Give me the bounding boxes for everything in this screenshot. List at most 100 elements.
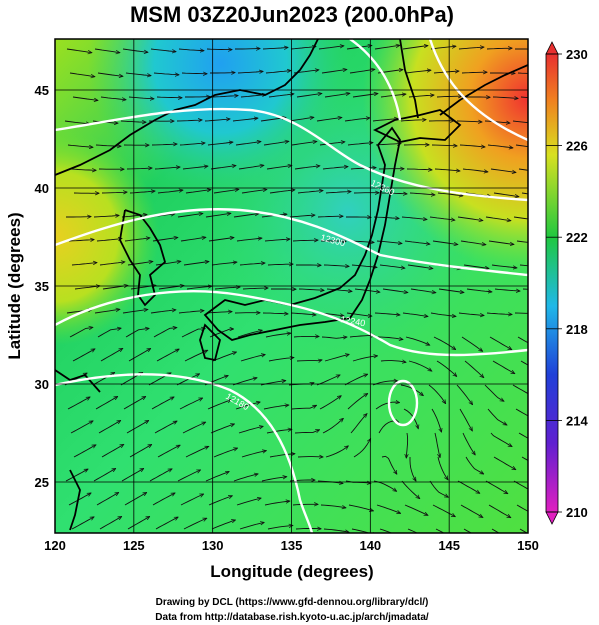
streamline (150, 48, 176, 52)
streamline (374, 45, 400, 50)
streamline (350, 414, 367, 434)
streamline (406, 169, 432, 170)
streamline (513, 216, 528, 220)
streamline (400, 120, 426, 121)
x-axis-ticks: 120 125 130 135 140 145 150 (44, 538, 539, 553)
colorbar: 210 214 218 222 226 230 (545, 41, 588, 525)
streamline (326, 288, 352, 291)
streamline (485, 216, 511, 221)
streamline (180, 237, 206, 242)
colorbar-tick-label: 226 (566, 139, 588, 154)
streamline (204, 119, 230, 122)
streamline (67, 397, 90, 410)
streamline (263, 141, 289, 146)
streamline (405, 70, 431, 74)
streamline (233, 214, 259, 218)
streamline (429, 216, 455, 220)
streamline (407, 528, 419, 533)
streamline (462, 432, 475, 455)
streamline (266, 165, 292, 170)
streamline (322, 418, 343, 434)
streamline (318, 46, 344, 50)
streamline (68, 240, 94, 242)
streamline (92, 372, 115, 386)
streamline (72, 349, 95, 362)
streamline (324, 354, 349, 362)
streamline (96, 239, 122, 242)
streamline (410, 288, 436, 293)
x-tick-label: 140 (359, 538, 381, 553)
streamline (69, 72, 95, 77)
credit-data: Data from http://database.rish.kyoto-u.a… (155, 612, 429, 623)
streamline (127, 516, 150, 530)
streamline (292, 240, 318, 241)
y-tick-label: 40 (35, 181, 49, 196)
streamline (70, 169, 96, 170)
streamline (462, 168, 488, 172)
streamline (179, 397, 203, 410)
streamline (382, 288, 408, 293)
credit-drawing: Drawing by DCL (https://www.gfd-dennou.o… (156, 597, 429, 608)
y-tick-label: 30 (35, 377, 49, 392)
streamline (205, 472, 229, 482)
streamline (176, 120, 202, 121)
streamline (374, 313, 400, 315)
streamline (267, 525, 293, 530)
streamline (235, 142, 261, 146)
streamline (177, 469, 201, 482)
streamline (353, 439, 371, 458)
streamline (428, 384, 446, 404)
streamline (185, 446, 209, 458)
contour-label-12240: 12240 (340, 314, 366, 328)
colorbar-tick-label: 230 (566, 47, 588, 62)
colorbar-tick-label: 214 (566, 413, 588, 428)
streamline (262, 47, 288, 49)
streamline (291, 404, 317, 410)
streamline (236, 238, 262, 242)
streamline (205, 213, 231, 218)
streamline (294, 430, 320, 434)
streamline (460, 240, 486, 245)
streamline (176, 373, 200, 386)
streamline (319, 142, 345, 146)
streamline (268, 94, 294, 98)
streamline (518, 432, 528, 439)
streamline (124, 492, 147, 506)
streamline (291, 141, 317, 146)
streamline (64, 120, 90, 124)
streamline (212, 96, 238, 98)
streamline (212, 352, 237, 362)
x-tick-label: 135 (281, 538, 303, 553)
streamline (236, 498, 261, 506)
streamline (381, 193, 407, 194)
contour-12300 (55, 208, 528, 277)
streamline (265, 71, 291, 74)
streamline (122, 309, 148, 314)
streamline (438, 288, 464, 293)
streamline (466, 288, 492, 292)
streamline (406, 432, 407, 458)
x-tick-label: 125 (123, 538, 145, 553)
streamline (456, 384, 473, 405)
streamline (430, 46, 456, 50)
streamline (520, 96, 528, 99)
streamline (151, 144, 177, 145)
streamline (491, 528, 500, 533)
contour-low-center (387, 379, 419, 427)
streamline (180, 493, 204, 506)
streamline (324, 93, 350, 98)
streamline (242, 288, 268, 289)
streamline (155, 261, 181, 266)
streamline (177, 213, 203, 218)
streamline (458, 312, 484, 316)
streamline (69, 327, 93, 338)
streamline (490, 432, 512, 447)
streamline (485, 480, 508, 494)
streamline (409, 457, 416, 481)
colorbar-bottom-arrow (545, 511, 559, 525)
streamline (492, 97, 518, 99)
streamline (70, 421, 93, 434)
contour-north-a (349, 39, 402, 121)
streamline (232, 118, 258, 122)
streamline (125, 72, 151, 76)
